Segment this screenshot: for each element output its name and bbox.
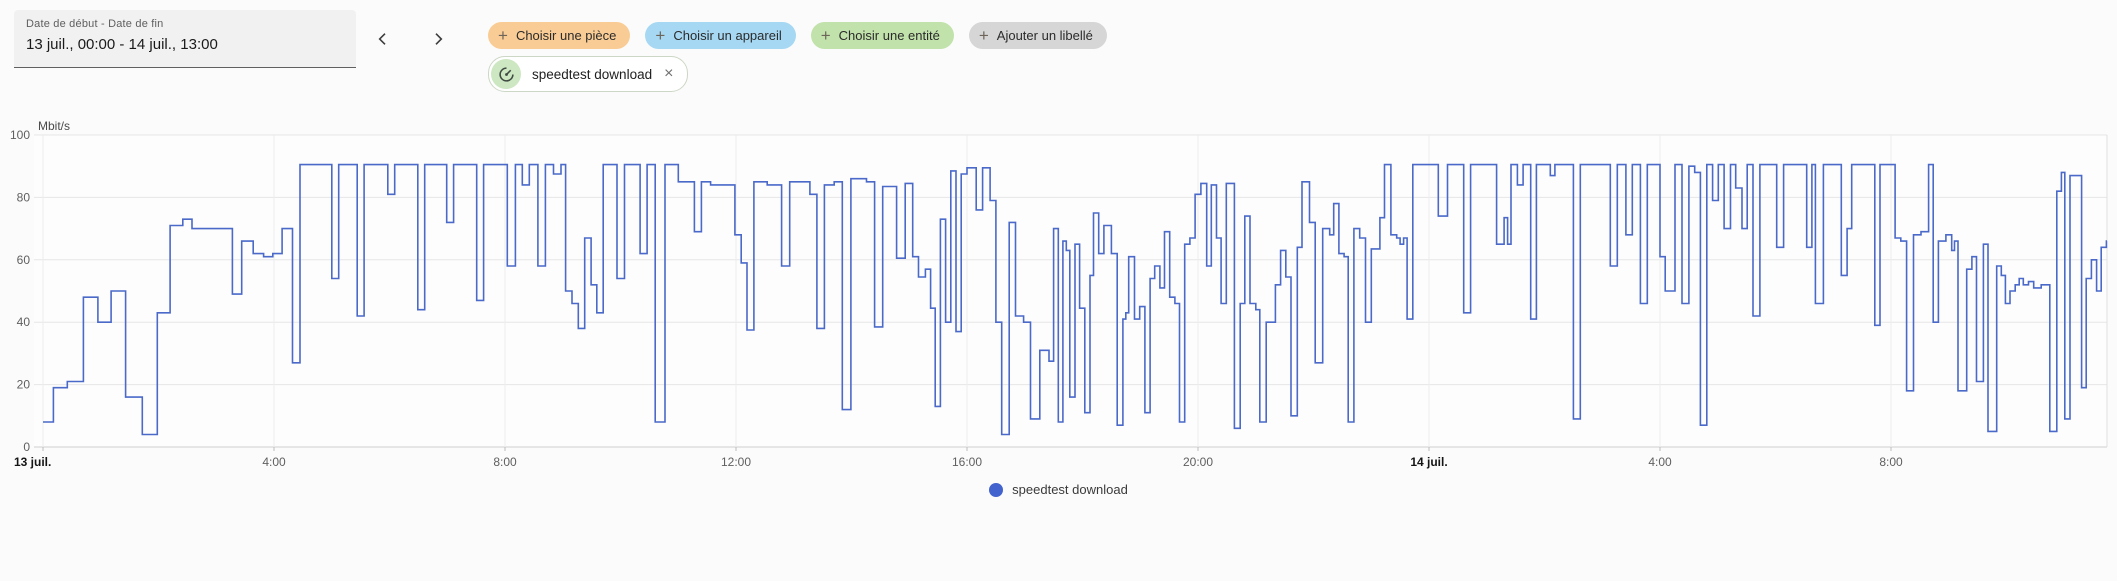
chart-legend: speedtest download [0, 482, 2117, 497]
svg-text:20:00: 20:00 [1183, 455, 1213, 469]
legend-dot-icon [989, 482, 1004, 497]
plus-icon: + [655, 26, 666, 45]
svg-text:100: 100 [10, 128, 30, 142]
date-range-value: 13 juil., 00:00 - 14 juil., 13:00 [26, 36, 218, 53]
svg-text:4:00: 4:00 [262, 455, 286, 469]
speedometer-icon [491, 59, 521, 89]
svg-text:40: 40 [17, 315, 31, 329]
legend-label: speedtest download [1012, 482, 1128, 497]
chevron-right-icon [430, 31, 446, 47]
add-entity-chip[interactable]: + Choisir une entité [810, 22, 954, 49]
add-entity-label: Choisir une entité [838, 28, 940, 43]
add-area-label: Choisir une pièce [515, 28, 617, 43]
add-label-chip[interactable]: + Ajouter un libellé [968, 22, 1107, 49]
svg-text:13 juil.: 13 juil. [14, 455, 51, 469]
add-device-label: Choisir un appareil [673, 28, 782, 43]
svg-text:12:00: 12:00 [721, 455, 751, 469]
svg-text:14 juil.: 14 juil. [1410, 455, 1447, 469]
svg-text:20: 20 [17, 378, 31, 392]
svg-text:60: 60 [17, 253, 31, 267]
selected-entity-label: speedtest download [532, 66, 653, 82]
add-device-chip[interactable]: + Choisir un appareil [645, 22, 796, 49]
chevron-left-icon [375, 31, 391, 47]
plus-icon: + [498, 26, 508, 45]
next-range-button[interactable] [420, 21, 456, 57]
svg-text:4:00: 4:00 [1648, 455, 1672, 469]
previous-range-button[interactable] [365, 21, 401, 57]
svg-text:0: 0 [23, 440, 30, 454]
svg-text:16:00: 16:00 [952, 455, 982, 469]
svg-text:80: 80 [17, 190, 31, 204]
svg-text:8:00: 8:00 [493, 455, 517, 469]
svg-text:Mbit/s: Mbit/s [38, 119, 70, 133]
plus-icon: + [978, 26, 989, 45]
legend-item[interactable]: speedtest download [989, 482, 1128, 497]
plus-icon: + [820, 26, 831, 45]
date-range-label: Date de début - Date de fin [26, 18, 164, 30]
filter-chip-row: + Choisir une pièce + Choisir un apparei… [488, 22, 1107, 49]
close-icon[interactable]: × [664, 65, 674, 82]
date-range-picker[interactable]: Date de début - Date de fin 13 juil., 00… [14, 10, 356, 68]
selected-entity-chip[interactable]: speedtest download × [488, 56, 689, 92]
add-label-label: Ajouter un libellé [996, 28, 1093, 43]
svg-text:8:00: 8:00 [1879, 455, 1903, 469]
add-area-chip[interactable]: + Choisir une pièce [488, 22, 631, 49]
